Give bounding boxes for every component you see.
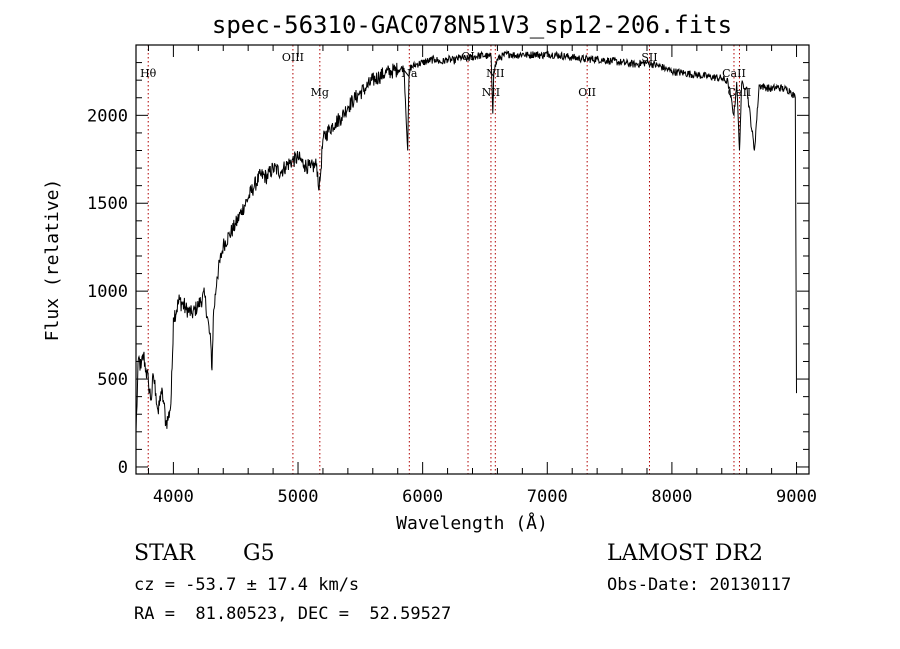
survey-name: LAMOST DR2	[607, 541, 763, 566]
line-label-2: Mg	[311, 86, 329, 99]
y-tick-label: 1500	[87, 194, 128, 214]
x-tick-label: 4000	[153, 487, 194, 507]
x-tick-label: 5000	[278, 487, 319, 507]
coordinates: RA = 81.80523, DEC = 52.59527	[134, 604, 451, 624]
x-tick-label: 9000	[776, 487, 817, 507]
spectrum-line	[135, 49, 797, 432]
y-tick-label: 1000	[87, 282, 128, 302]
x-tick-label: 6000	[402, 487, 443, 507]
line-label-1: OIII	[282, 51, 304, 64]
line-label-7: OII	[578, 86, 596, 99]
plot-frame	[135, 44, 810, 475]
line-label-8: SII	[641, 51, 657, 64]
line-label-9: CaII	[722, 67, 746, 80]
chart-title: spec-56310-GAC078N51V3_sp12-206.fits	[212, 11, 732, 39]
y-tick-label: 0	[118, 458, 128, 478]
redshift-info: cz = -53.7 ± 17.4 km/s	[134, 575, 359, 595]
x-tick-label: 8000	[651, 487, 692, 507]
y-tick-label: 2000	[87, 106, 128, 126]
line-label-5: NII	[482, 86, 500, 99]
line-label-4: OI	[461, 50, 474, 63]
y-tick-label: 500	[97, 370, 128, 390]
line-label-6: NII	[486, 67, 504, 80]
object-subclass: G5	[243, 541, 275, 566]
axis-ticks	[136, 45, 809, 474]
spectral-line-markers	[147, 45, 740, 474]
x-axis-label: Wavelength (Å)	[396, 512, 548, 534]
observation-date: Obs-Date: 20130117	[607, 575, 791, 595]
y-axis-label: Flux (relative)	[42, 179, 63, 342]
x-tick-label: 7000	[527, 487, 568, 507]
line-label-0: Hθ	[140, 67, 157, 80]
axis-tick-labels: 4000 5000 6000 7000 8000 9000 0 500 1000 1500 2000	[87, 106, 817, 507]
object-class: STAR	[134, 541, 196, 566]
